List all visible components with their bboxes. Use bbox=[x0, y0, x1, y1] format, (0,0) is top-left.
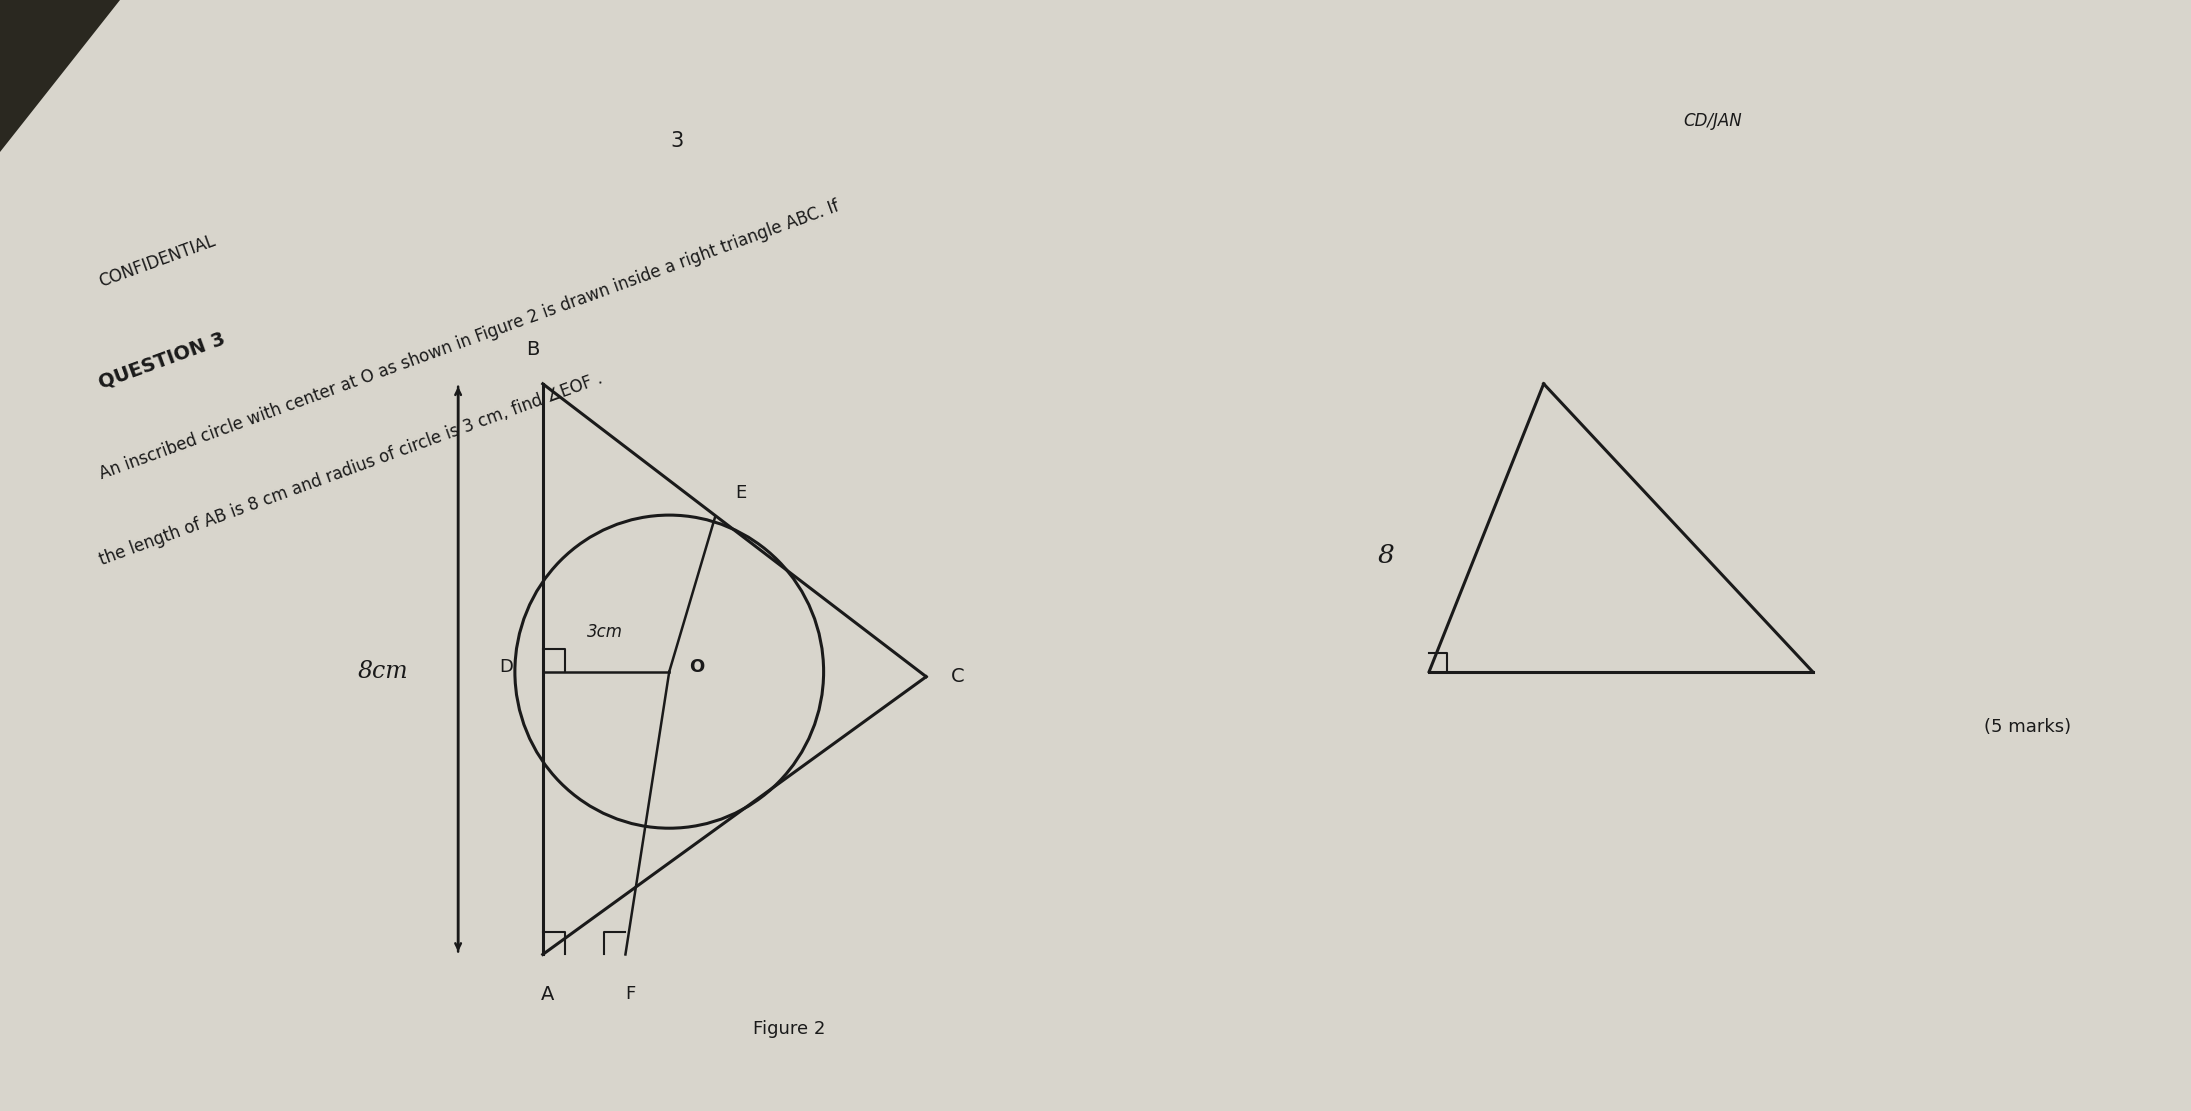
Text: 3: 3 bbox=[670, 131, 684, 151]
Text: Figure 2: Figure 2 bbox=[752, 1020, 826, 1038]
Text: B: B bbox=[526, 340, 539, 359]
Text: 8cm: 8cm bbox=[357, 660, 408, 683]
Text: O: O bbox=[690, 658, 706, 675]
Text: C: C bbox=[951, 668, 964, 687]
Text: F: F bbox=[624, 984, 635, 1003]
Text: A: A bbox=[541, 984, 554, 1003]
Text: CONFIDENTIAL: CONFIDENTIAL bbox=[96, 232, 219, 291]
Text: CD/JAN: CD/JAN bbox=[1683, 112, 1742, 130]
Text: E: E bbox=[734, 484, 747, 502]
Polygon shape bbox=[0, 0, 121, 151]
Text: D: D bbox=[500, 658, 513, 675]
Text: 3cm: 3cm bbox=[587, 623, 622, 641]
Text: QUESTION 3: QUESTION 3 bbox=[96, 329, 228, 392]
Text: An inscribed circle with center at O as shown in Figure 2 is drawn inside a righ: An inscribed circle with center at O as … bbox=[96, 198, 841, 483]
Text: the length of AB is 8 cm and radius of circle is 3 cm, find ∠EOF .: the length of AB is 8 cm and radius of c… bbox=[96, 370, 605, 569]
Text: 8: 8 bbox=[1378, 543, 1393, 568]
Text: (5 marks): (5 marks) bbox=[1985, 718, 2070, 737]
